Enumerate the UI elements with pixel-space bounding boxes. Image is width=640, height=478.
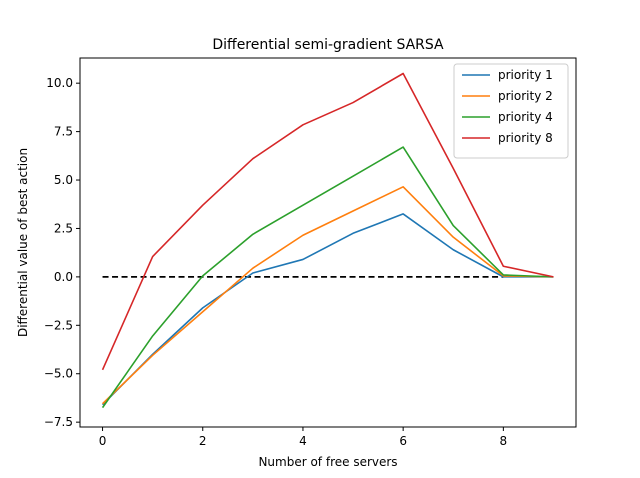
series-line-2 [101, 186, 554, 405]
y-tick-label: −2.5 [44, 318, 73, 332]
x-tick-label: 8 [500, 434, 508, 448]
x-axis: 0 2 4 6 8 [99, 427, 507, 448]
series-line-4 [101, 72, 554, 371]
legend-label-1: priority 1 [498, 68, 553, 82]
legend-label-2: priority 2 [498, 89, 553, 103]
y-axis: −7.5 −5.0 −2.5 0.0 2.5 5.0 7.5 10.0 [44, 76, 80, 429]
x-tick-label: 4 [299, 434, 307, 448]
series-line-1 [101, 213, 554, 406]
chart-title: Differential semi-gradient SARSA [212, 37, 444, 53]
y-tick-label: 7.5 [54, 125, 73, 139]
legend: priority 1 priority 2 priority 4 priority 8 [453, 63, 569, 159]
legend-box [453, 63, 569, 159]
series-line-3 [101, 146, 554, 409]
x-tick-label: 6 [399, 434, 407, 448]
x-tick-label: 2 [199, 434, 207, 448]
y-tick-label: 5.0 [54, 173, 73, 187]
y-axis-label: Differential value of best action [16, 148, 30, 337]
y-tick-label: 0.0 [54, 270, 73, 284]
plot-frame [79, 57, 577, 428]
plot-lines [101, 72, 554, 409]
y-tick-label: −5.0 [44, 367, 73, 381]
x-tick-label: 0 [99, 434, 107, 448]
y-tick-label: 2.5 [54, 221, 73, 235]
x-axis-label: Number of free servers [258, 455, 397, 469]
legend-label-3: priority 4 [498, 110, 553, 124]
y-tick-label: 10.0 [46, 76, 73, 90]
y-tick-label: −7.5 [44, 415, 73, 429]
legend-label-4: priority 8 [498, 131, 553, 145]
